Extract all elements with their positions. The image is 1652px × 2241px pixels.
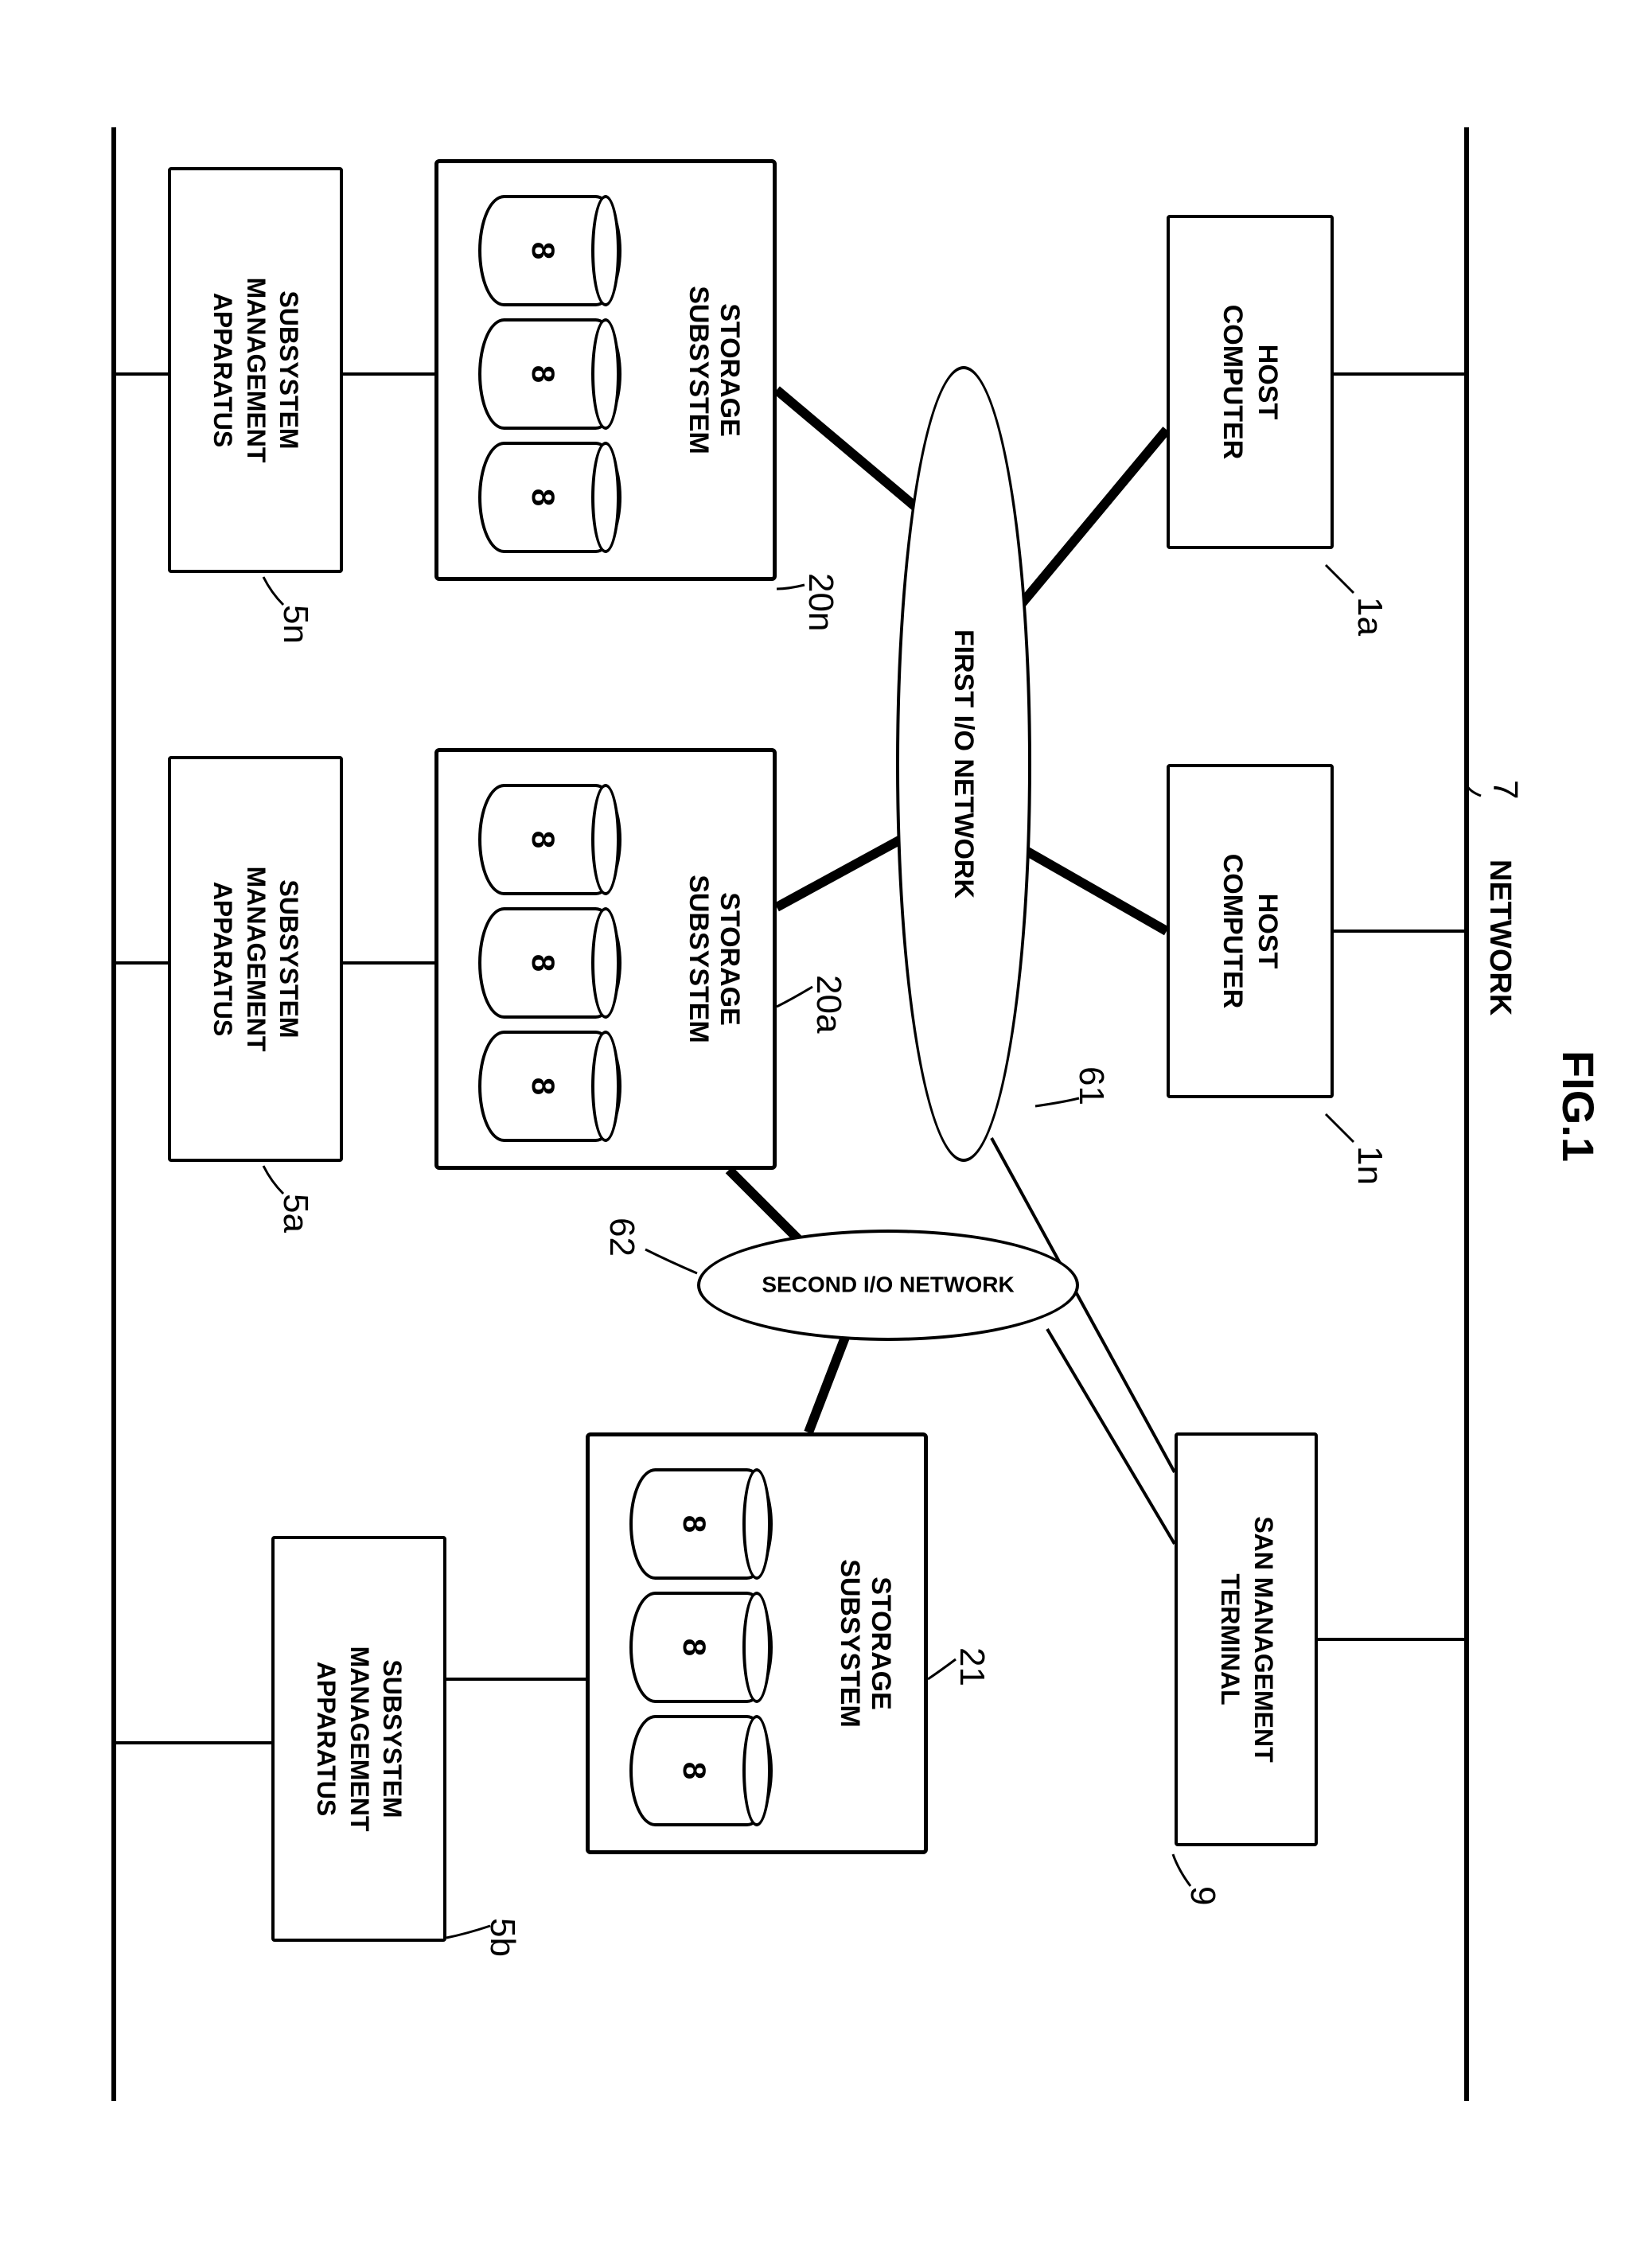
disk-label: 8 [676, 1762, 712, 1779]
ref-storage-a: 20a [808, 975, 848, 1033]
disk-icon: 8 [478, 907, 621, 1019]
disk-label: 8 [676, 1515, 712, 1533]
host-computer-n: HOST COMPUTER [1167, 764, 1334, 1098]
ref-second-io: 62 [602, 1218, 641, 1257]
mgmt-apparatus-n: SUBSYSTEM MANAGEMENT APPARATUS [168, 167, 343, 573]
figure-container: FIG.1 NETWORK 7 [32, 32, 1620, 2209]
network-bus-top [1464, 127, 1469, 2101]
ref-san: 9 [1183, 1886, 1222, 1905]
disk-icon: 8 [478, 442, 621, 553]
ref-mgmt-b: 5b [482, 1918, 522, 1957]
ref-host-n: 1n [1350, 1146, 1389, 1185]
storage-subsystem-n: STORAGE SUBSYSTEM 8 8 8 [434, 159, 777, 581]
ref-host-a: 1a [1350, 597, 1389, 636]
storage-subsystem-21: STORAGE SUBSYSTEM 8 8 8 [586, 1432, 928, 1854]
disk-icon: 8 [478, 195, 621, 306]
ref-mgmt-n: 5n [275, 605, 315, 644]
diagram-stage: FIG.1 NETWORK 7 [32, 32, 1620, 2209]
network-label: NETWORK [1483, 859, 1517, 1015]
second-io-network: SECOND I/O NETWORK [697, 1230, 1079, 1341]
storage-title: STORAGE SUBSYSTEM [683, 752, 745, 1166]
disk-label: 8 [525, 831, 561, 848]
ref-storage-n: 20n [801, 573, 840, 631]
disk-icon: 8 [478, 1031, 621, 1142]
ref-mgmt-a: 5a [275, 1194, 315, 1233]
disk-label: 8 [676, 1639, 712, 1656]
san-terminal: SAN MANAGEMENT TERMINAL [1175, 1432, 1318, 1846]
second-io-label: SECOND I/O NETWORK [762, 1272, 1014, 1298]
disk-icon: 8 [629, 1715, 773, 1826]
network-bus-bottom [111, 127, 116, 2101]
storage-title: STORAGE SUBSYSTEM [834, 1436, 896, 1850]
disk-label: 8 [525, 365, 561, 383]
disk-icon: 8 [629, 1468, 773, 1580]
disk-icon: 8 [478, 318, 621, 430]
disk-label: 8 [525, 1078, 561, 1095]
ref-network: 7 [1485, 780, 1525, 799]
ref-storage-21: 21 [952, 1647, 992, 1686]
host-computer-a: HOST COMPUTER [1167, 215, 1334, 549]
storage-subsystem-a: STORAGE SUBSYSTEM 8 8 8 [434, 748, 777, 1170]
ref-first-io: 61 [1071, 1066, 1111, 1105]
figure-title: FIG.1 [1553, 1050, 1604, 1162]
disk-label: 8 [525, 242, 561, 259]
disk-icon: 8 [478, 784, 621, 895]
disk-icon: 8 [629, 1592, 773, 1703]
first-io-network: FIRST I/O NETWORK [896, 366, 1031, 1162]
disk-label: 8 [525, 489, 561, 506]
mgmt-apparatus-b: SUBSYSTEM MANAGEMENT APPARATUS [271, 1536, 446, 1942]
disk-label: 8 [525, 954, 561, 972]
mgmt-apparatus-a: SUBSYSTEM MANAGEMENT APPARATUS [168, 756, 343, 1162]
storage-title: STORAGE SUBSYSTEM [683, 163, 745, 577]
